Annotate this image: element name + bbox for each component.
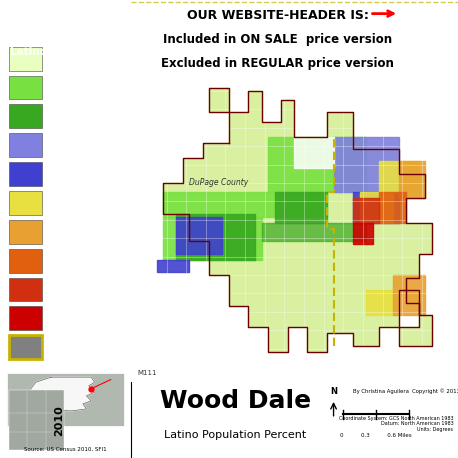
Text: 80.1% - 90%: 80.1% - 90% [49, 285, 101, 294]
Text: 0% - 10%: 0% - 10% [49, 54, 88, 63]
Polygon shape [366, 290, 393, 315]
Text: OUR WEBSITE-HEADER IS:: OUR WEBSITE-HEADER IS: [187, 9, 369, 22]
Polygon shape [164, 217, 262, 260]
Bar [9, 249, 42, 273]
Text: DuPage County: DuPage County [190, 179, 249, 187]
Polygon shape [333, 137, 399, 192]
Text: Excluded in REGULAR price version: Excluded in REGULAR price version [162, 57, 394, 71]
Text: Census Blocks: Census Blocks [11, 37, 94, 47]
Text: Coordinate System: GCS North American 1983
Datum: North American 1983
Units: Deg: Coordinate System: GCS North American 19… [339, 416, 453, 432]
Text: Wood Dale: Wood Dale [160, 389, 311, 413]
Text: Latino Population Percent: Latino Population Percent [164, 431, 306, 440]
Text: Wood Dale: Wood Dale [30, 11, 101, 24]
Text: Source: US Census 2010, SFI1: Source: US Census 2010, SFI1 [18, 439, 112, 444]
Text: 10.1% - 20%: 10.1% - 20% [49, 83, 101, 92]
Polygon shape [353, 198, 379, 223]
Polygon shape [268, 137, 366, 192]
Text: 30.1% - 40%: 30.1% - 40% [49, 141, 100, 150]
Polygon shape [379, 192, 406, 223]
Polygon shape [399, 162, 425, 198]
Text: 20.1% - 30%: 20.1% - 30% [49, 112, 101, 121]
Polygon shape [379, 162, 419, 192]
Polygon shape [262, 223, 366, 241]
Polygon shape [176, 213, 255, 260]
Text: Latino Population: Latino Population [11, 47, 115, 57]
Text: 0          0.3          0.6 Miles: 0 0.3 0.6 Miles [340, 433, 412, 438]
Polygon shape [353, 192, 399, 223]
Bar [6, 373, 124, 426]
Polygon shape [157, 260, 190, 272]
Bar [9, 133, 42, 157]
Text: 70.1% - 80%: 70.1% - 80% [49, 256, 101, 265]
Text: 40.1% - 50%: 40.1% - 50% [49, 169, 101, 179]
Polygon shape [176, 217, 222, 254]
Bar [9, 104, 42, 128]
Bar [9, 335, 42, 359]
Bar [9, 162, 42, 186]
Polygon shape [30, 377, 95, 411]
Text: 60.1% - 70%: 60.1% - 70% [49, 227, 101, 236]
Bar [9, 191, 42, 215]
Bar [9, 220, 42, 244]
Text: By Christina Aguilera  Copyright © 2013 Latin American Matrix,  Inc.: By Christina Aguilera Copyright © 2013 L… [353, 389, 458, 394]
Polygon shape [294, 137, 333, 168]
Text: Included in ON SALE  price version: Included in ON SALE price version [164, 33, 393, 46]
Polygon shape [275, 192, 327, 223]
Polygon shape [353, 223, 373, 244]
Text: 90.1% - 100%: 90.1% - 100% [49, 314, 106, 323]
Polygon shape [393, 275, 425, 315]
Bar [9, 76, 42, 99]
Polygon shape [164, 192, 327, 217]
Bar [9, 306, 42, 330]
Text: Pop:   13,770 ( 20.3 % Latino): Pop: 13,770 ( 20.3 % Latino) [12, 21, 118, 27]
Text: M111: M111 [137, 370, 157, 376]
Text: ILLINOIS COUNTIES: ILLINOIS COUNTIES [24, 364, 107, 373]
Bar [9, 278, 42, 301]
Text: 2010: 2010 [54, 405, 64, 436]
Polygon shape [164, 88, 432, 352]
Bar [9, 47, 42, 71]
Text: N: N [330, 387, 337, 396]
Text: County Line: County Line [49, 343, 97, 352]
Bar [9, 390, 64, 451]
Text: Source: US Census 2010, SFI1: Source: US Census 2010, SFI1 [24, 447, 107, 452]
Text: 50.1% - 60%: 50.1% - 60% [49, 198, 101, 207]
Polygon shape [360, 192, 393, 223]
